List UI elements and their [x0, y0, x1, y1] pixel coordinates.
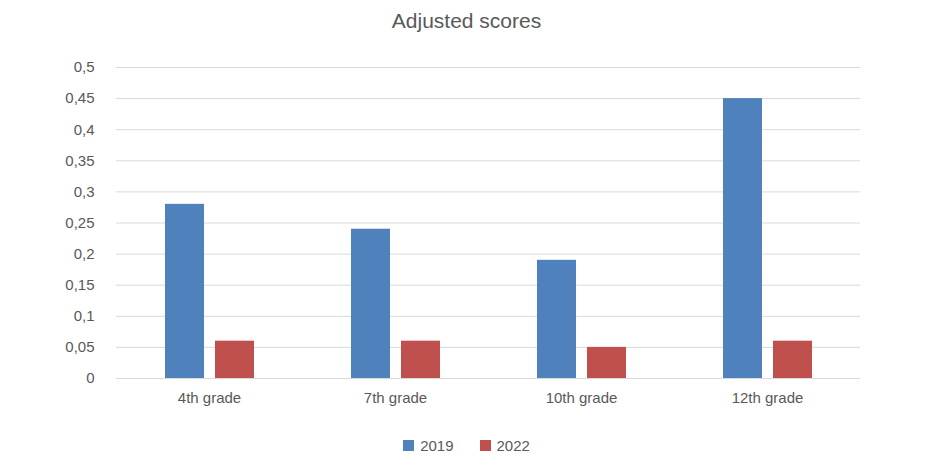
- svg-text:0,35: 0,35: [65, 152, 94, 169]
- svg-text:0,5: 0,5: [74, 58, 95, 75]
- svg-text:0: 0: [86, 369, 94, 386]
- svg-text:0,2: 0,2: [74, 245, 95, 262]
- svg-text:0,4: 0,4: [74, 121, 95, 138]
- svg-text:0,15: 0,15: [65, 276, 94, 293]
- svg-text:4th grade: 4th grade: [178, 389, 241, 406]
- html-text:Adjusted scores: Adjusted scores: [391, 9, 542, 32]
- svg-text:12th grade: 12th grade: [732, 389, 804, 406]
- html-text:2019: 2019: [420, 437, 454, 454]
- svg-text:10th grade: 10th grade: [546, 389, 618, 406]
- svg-text:0,1: 0,1: [74, 307, 95, 324]
- svg-text:0,25: 0,25: [65, 214, 94, 231]
- svg-text:0,3: 0,3: [74, 183, 95, 200]
- svg-text:0,05: 0,05: [65, 338, 94, 355]
- html-text:2022: 2022: [496, 437, 530, 454]
- svg-text:0,45: 0,45: [65, 89, 94, 106]
- svg-text:7th grade: 7th grade: [364, 389, 427, 406]
